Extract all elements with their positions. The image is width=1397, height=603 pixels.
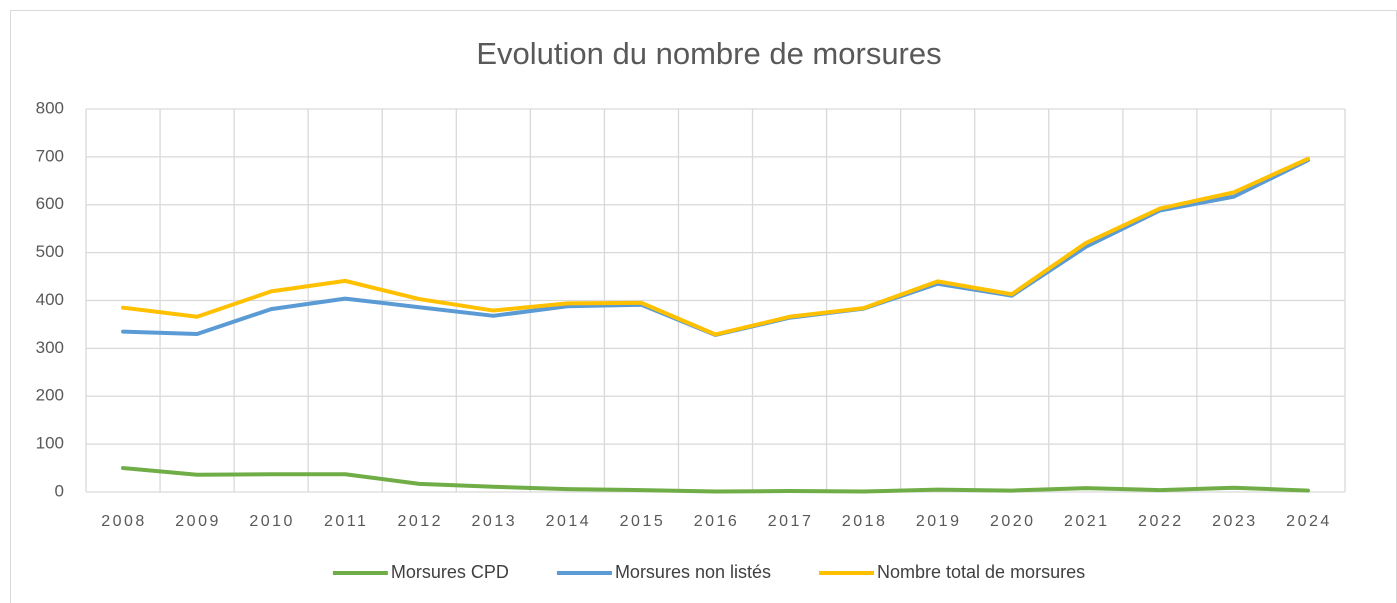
y-tick-label: 600 [36, 194, 64, 213]
x-tick-label: 2016 [694, 513, 740, 530]
x-tick-label: 2021 [1064, 513, 1110, 530]
y-tick-label: 0 [55, 481, 64, 500]
legend-label: Morsures CPD [391, 562, 509, 582]
y-tick-label: 700 [36, 146, 64, 165]
x-tick-label: 2023 [1212, 513, 1258, 530]
y-tick-label: 800 [36, 98, 64, 117]
x-tick-label: 2015 [620, 513, 666, 530]
y-tick-label: 300 [36, 338, 64, 357]
y-tick-label: 400 [36, 290, 64, 309]
x-tick-label: 2013 [472, 513, 518, 530]
x-tick-label: 2017 [768, 513, 814, 530]
x-tick-label: 2008 [101, 513, 147, 530]
x-tick-label: 2024 [1286, 513, 1332, 530]
chart-title: Evolution du nombre de morsures [476, 36, 941, 71]
x-tick-label: 2012 [397, 513, 443, 530]
y-tick-label: 100 [36, 434, 64, 453]
series-line [121, 156, 1310, 337]
y-tick-label: 200 [36, 386, 64, 405]
y-tick-label: 500 [36, 242, 64, 261]
x-tick-label: 2022 [1138, 513, 1184, 530]
x-tick-label: 2018 [842, 513, 888, 530]
x-tick-label: 2010 [249, 513, 295, 530]
x-tick-label: 2020 [990, 513, 1036, 530]
legend-label: Nombre total de morsures [877, 562, 1085, 582]
x-tick-label: 2009 [175, 513, 221, 530]
x-tick-label: 2019 [916, 513, 962, 530]
series-line [121, 466, 1310, 494]
x-tick-label: 2014 [546, 513, 592, 530]
x-tick-label: 2011 [324, 513, 368, 530]
legend-label: Morsures non listés [615, 562, 771, 582]
